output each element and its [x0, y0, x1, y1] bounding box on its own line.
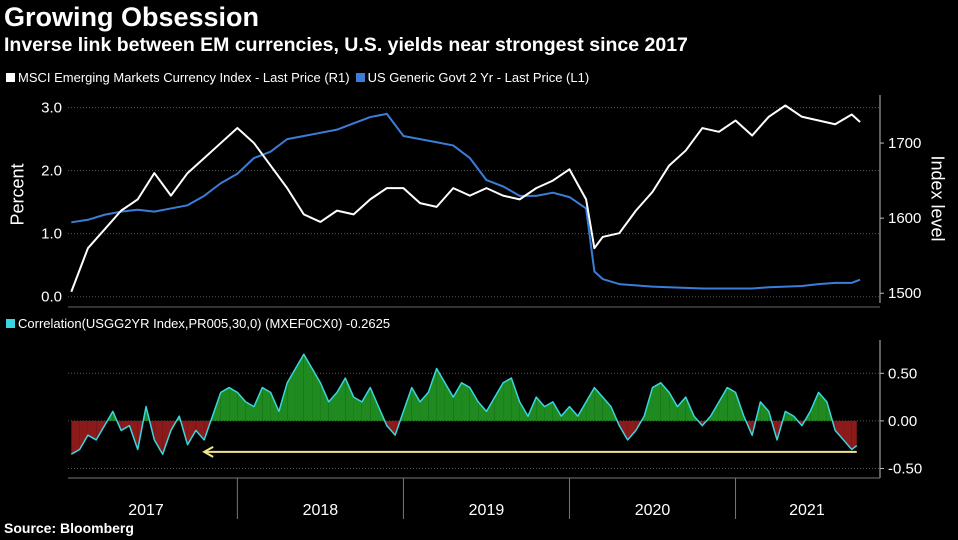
correlation-area-positive [486, 397, 495, 421]
correlation-area-negative [154, 420, 163, 455]
y-tick-label-bottom: -0.50 [888, 460, 922, 477]
legend-entry-us2y: US Generic Govt 2 Yr - Last Price (L1) [355, 70, 590, 85]
correlation-area-positive [494, 382, 504, 421]
correlation-area-positive [602, 397, 611, 421]
series-line-emfx [70, 104, 861, 293]
correlation-area-positive [677, 397, 686, 421]
y-tick-label-right: 1700 [888, 135, 921, 152]
correlation-area-positive [262, 387, 271, 421]
correlation-area-negative [195, 420, 205, 440]
x-tick-label-year: 2021 [789, 502, 825, 519]
y-tick-label-bottom: 0.50 [888, 365, 917, 382]
source-note: Source: Bloomberg [4, 520, 134, 536]
legend-entry-emfx: MSCI Emerging Markets Currency Index - L… [6, 70, 350, 85]
correlation-label: Correlation(USGG2YR Index,PR005,30,0) (M… [18, 316, 391, 331]
correlation-area-negative [121, 420, 130, 431]
correlation-area-positive [586, 387, 595, 421]
correlation-area-negative [386, 420, 396, 436]
y-tick-label-bottom: 0.00 [888, 413, 917, 430]
correlation-area-negative [851, 420, 857, 450]
correlation-area-negative [843, 420, 852, 450]
correlation-area-negative [187, 420, 196, 445]
correlation-area-positive [328, 392, 338, 421]
correlation-area-positive [594, 387, 603, 421]
correlation-area-positive [511, 378, 520, 421]
correlation-area-positive [652, 382, 661, 421]
y-tick-label-left: 0.0 [41, 289, 62, 306]
correlation-area-positive [469, 387, 479, 421]
correlation-area-positive [337, 378, 346, 421]
correlation-area-positive [370, 387, 379, 421]
correlation-area-negative [87, 420, 97, 440]
correlation-area-negative [627, 420, 636, 440]
correlation-area-positive [785, 411, 794, 421]
correlation-area-positive [428, 368, 437, 421]
correlation-area-positive [536, 397, 545, 421]
correlation-area-positive [810, 392, 819, 421]
correlation-area-positive [245, 401, 254, 421]
correlation-area-negative [71, 420, 80, 455]
y-tick-label-left: 1.0 [41, 226, 62, 243]
correlation-area-positive [253, 387, 263, 421]
correlation-area-positive [436, 368, 445, 421]
y-tick-label-right: 1500 [888, 285, 921, 302]
correlation-area-positive [411, 387, 421, 421]
x-tick-label-year: 2018 [303, 502, 339, 519]
correlation-legend: Correlation(USGG2YR Index,PR005,30,0) (M… [6, 316, 390, 331]
correlation-line [70, 353, 858, 455]
correlation-area-positive [361, 387, 371, 421]
correlation-area-positive [312, 368, 321, 421]
x-tick-label-year: 2017 [128, 502, 164, 519]
correlation-area-positive [403, 387, 412, 421]
correlation-area-positive [461, 382, 470, 421]
correlation-area-positive [727, 387, 736, 421]
correlation-area-positive [760, 401, 769, 421]
legend-swatch-emfx [6, 73, 15, 82]
x-tick-label-year: 2020 [635, 502, 671, 519]
annotation-arrow-head [202, 446, 214, 458]
correlation-area-positive [660, 382, 670, 421]
chart-title: Growing Obsession [4, 2, 260, 32]
y-tick-label-left: 3.0 [41, 100, 62, 117]
correlation-area-positive [444, 382, 454, 421]
correlation-area-positive [561, 406, 570, 421]
correlation-area-positive [270, 392, 279, 421]
correlation-area-positive [229, 387, 238, 421]
correlation-area-negative [835, 420, 844, 440]
legend: MSCI Emerging Markets Currency Index - L… [6, 70, 595, 85]
correlation-area-positive [287, 368, 296, 421]
legend-label-us2y: US Generic Govt 2 Yr - Last Price (L1) [367, 70, 590, 85]
x-tick-label-year: 2019 [469, 502, 505, 519]
series-line-us2y [71, 112, 861, 290]
legend-label-emfx: MSCI Emerging Markets Currency Index - L… [18, 70, 350, 85]
legend-swatch-us2y [355, 73, 365, 82]
correlation-swatch [6, 319, 15, 328]
correlation-area-positive [718, 387, 728, 421]
correlation-area-negative [79, 420, 88, 450]
correlation-area-positive [295, 354, 304, 421]
correlation-area-positive [669, 392, 678, 421]
correlation-area-positive [453, 382, 462, 421]
chart-subtitle: Inverse link between EM currencies, U.S.… [4, 34, 688, 56]
correlation-area-positive [320, 382, 329, 421]
correlation-area-positive [303, 354, 313, 421]
correlation-area-positive [478, 401, 487, 421]
y-tick-label-right: 1600 [888, 210, 921, 227]
correlation-area-positive [503, 378, 512, 421]
correlation-area-positive [353, 397, 362, 421]
correlation-area-negative [162, 420, 171, 455]
correlation-area-positive [220, 387, 230, 421]
correlation-area-positive [345, 378, 354, 421]
correlation-area-positive [544, 401, 553, 421]
correlation-area-positive [569, 406, 578, 421]
y-tick-label-left: 2.0 [41, 163, 62, 180]
